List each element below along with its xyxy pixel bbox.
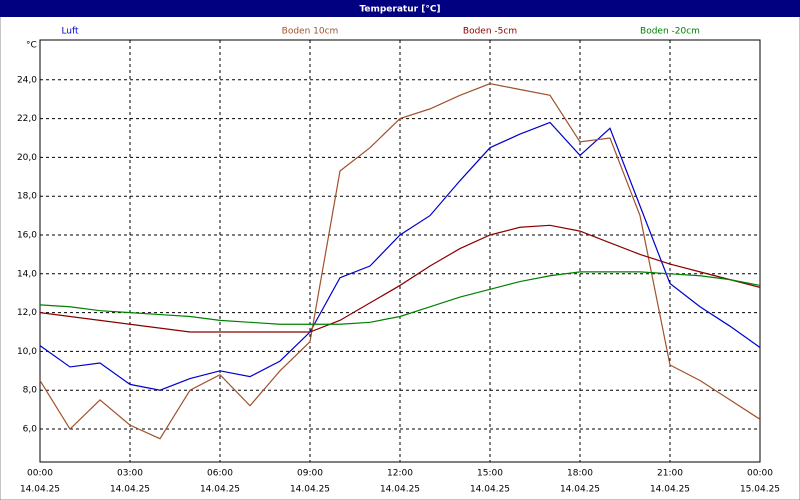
y-tick-label: 20,0: [17, 153, 37, 163]
x-tick-label: 03:00: [117, 469, 143, 479]
y-unit: °C: [26, 41, 37, 51]
x-tick-label: 21:00: [657, 469, 683, 479]
x-tick-date: 14.04.25: [560, 485, 600, 495]
data-line: [39, 224, 761, 333]
y-tick-label: 14,0: [17, 269, 37, 279]
legend-entry: Boden -5cm: [463, 27, 517, 37]
legend-entry: Boden 10cm: [282, 27, 339, 37]
y-tick-label: 8,0: [23, 386, 38, 396]
x-tick-label: 15:00: [477, 469, 503, 479]
data-line: [39, 121, 761, 391]
x-tick-date: 14.04.25: [290, 485, 330, 495]
x-tick-label: 12:00: [387, 469, 413, 479]
data-line: [39, 271, 761, 325]
y-tick-label: 16,0: [17, 230, 37, 240]
y-tick-label: 22,0: [17, 114, 37, 124]
x-tick-date: 14.04.25: [20, 485, 60, 495]
y-tick-label: 6,0: [23, 425, 38, 435]
y-tick-label: 18,0: [17, 192, 37, 202]
x-tick-label: 09:00: [297, 469, 323, 479]
x-tick-label: 18:00: [567, 469, 593, 479]
x-tick-date: 14.04.25: [380, 485, 420, 495]
y-tick-label: 12,0: [17, 308, 37, 318]
data-line: [39, 83, 761, 440]
title-bar: [0, 0, 800, 17]
x-tick-label: 00:00: [747, 469, 773, 479]
x-tick-label: 06:00: [207, 469, 233, 479]
x-tick-date: 14.04.25: [650, 485, 690, 495]
x-tick-date: 14.04.25: [110, 485, 150, 495]
legend-entry: Boden -20cm: [640, 27, 700, 37]
x-tick-label: 00:00: [27, 469, 53, 479]
x-tick-date: 15.04.25: [740, 485, 780, 495]
x-tick-date: 14.04.25: [200, 485, 240, 495]
chart-title: Temperatur [°C]: [359, 5, 440, 15]
y-tick-label: 24,0: [17, 75, 37, 85]
legend-entry: Luft: [61, 27, 79, 37]
y-tick-label: 10,0: [17, 347, 37, 357]
x-tick-date: 14.04.25: [470, 485, 510, 495]
